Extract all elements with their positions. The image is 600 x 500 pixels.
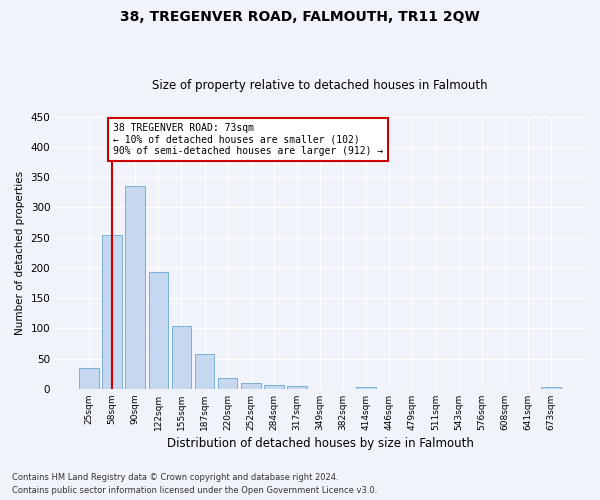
Bar [264, 384, 284, 389]
Text: 38 TREGENVER ROAD: 73sqm
← 10% of detached houses are smaller (102)
90% of semi-: 38 TREGENVER ROAD: 73sqm ← 10% of detach… [113, 123, 383, 156]
Bar [287, 386, 307, 389]
Bar [218, 378, 238, 389]
X-axis label: Distribution of detached houses by size in Falmouth: Distribution of detached houses by size … [167, 437, 473, 450]
Bar [541, 387, 561, 389]
Bar [79, 368, 99, 389]
Bar [103, 234, 122, 389]
Title: Size of property relative to detached houses in Falmouth: Size of property relative to detached ho… [152, 79, 488, 92]
Bar [195, 354, 214, 389]
Bar [149, 272, 168, 389]
Bar [241, 383, 260, 389]
Bar [356, 387, 376, 389]
Bar [172, 326, 191, 389]
Bar [125, 186, 145, 389]
Y-axis label: Number of detached properties: Number of detached properties [15, 170, 25, 335]
Text: Contains HM Land Registry data © Crown copyright and database right 2024.
Contai: Contains HM Land Registry data © Crown c… [12, 474, 377, 495]
Text: 38, TREGENVER ROAD, FALMOUTH, TR11 2QW: 38, TREGENVER ROAD, FALMOUTH, TR11 2QW [120, 10, 480, 24]
